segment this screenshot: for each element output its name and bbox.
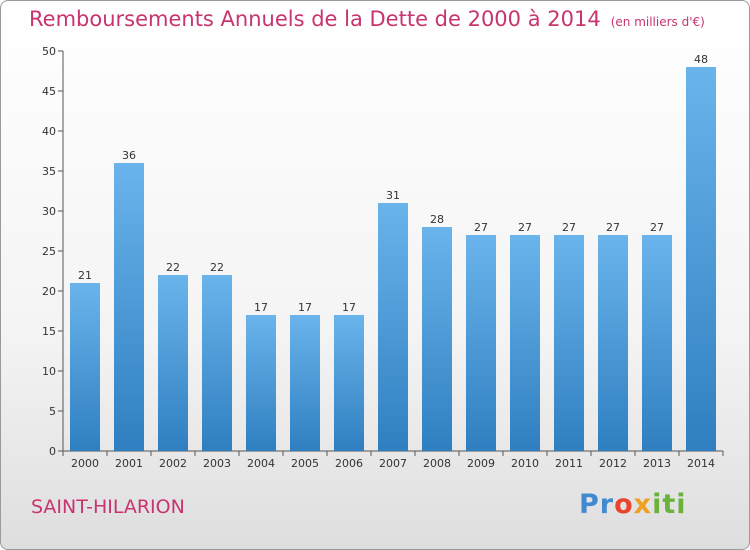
y-tick-label: 25	[42, 245, 56, 258]
x-tick-label-2000: 2000	[71, 457, 99, 470]
chart-axes: 0 5 10 15 20 25 30 35 40 45 50 2000 2001 2002 2003 2004…	[42, 45, 724, 470]
x-tick-label-2005: 2005	[291, 457, 319, 470]
bar-2009	[466, 235, 496, 451]
x-tick-label-2001: 2001	[115, 457, 143, 470]
value-label-2013: 27	[650, 221, 664, 234]
proxiti-logo: Proxiti	[579, 489, 687, 520]
bar-2000	[70, 283, 100, 451]
bar-2003	[202, 275, 232, 451]
x-tick-label-2008: 2008	[423, 457, 451, 470]
value-label-2001: 36	[122, 149, 136, 162]
x-tick-label-2009: 2009	[467, 457, 495, 470]
value-label-2012: 27	[606, 221, 620, 234]
bar-2005	[290, 315, 320, 451]
bar-2013	[642, 235, 672, 451]
y-tick-label: 40	[42, 125, 56, 138]
y-tick-label: 20	[42, 285, 56, 298]
bar-2006	[334, 315, 364, 451]
value-label-2002: 22	[166, 261, 180, 274]
x-tick-label-2007: 2007	[379, 457, 407, 470]
chart-title: Remboursements Annuels de la Dette de 20…	[29, 7, 705, 31]
x-tick-label-2003: 2003	[203, 457, 231, 470]
x-tick-label-2012: 2012	[599, 457, 627, 470]
y-tick-label: 50	[42, 45, 56, 58]
value-label-2008: 28	[430, 213, 444, 226]
y-tick-label: 30	[42, 205, 56, 218]
bar-2004	[246, 315, 276, 451]
y-tick-label: 45	[42, 85, 56, 98]
y-tick-label: 5	[49, 405, 56, 418]
value-label-2010: 27	[518, 221, 532, 234]
title-text: Remboursements Annuels de la Dette de 20…	[29, 7, 601, 31]
y-tick-label: 15	[42, 325, 56, 338]
value-label-2003: 22	[210, 261, 224, 274]
bar-2010	[510, 235, 540, 451]
bar-2012	[598, 235, 628, 451]
x-tick-label-2002: 2002	[159, 457, 187, 470]
value-label-2007: 31	[386, 189, 400, 202]
value-label-2005: 17	[298, 301, 312, 314]
value-label-2009: 27	[474, 221, 488, 234]
bar-2001	[114, 163, 144, 451]
title-unit: (en milliers d'€)	[610, 15, 705, 29]
value-label-2006: 17	[342, 301, 356, 314]
value-label-2004: 17	[254, 301, 268, 314]
y-tick-label: 0	[49, 445, 56, 458]
x-tick-label-2004: 2004	[247, 457, 275, 470]
bar-2011	[554, 235, 584, 451]
y-tick-label: 35	[42, 165, 56, 178]
bar-2002	[158, 275, 188, 451]
bar-2008	[422, 227, 452, 451]
bar-2007	[378, 203, 408, 451]
value-label-2014: 48	[694, 53, 708, 66]
x-tick-label-2011: 2011	[555, 457, 583, 470]
chart-bars: 21 36 22 22 17 17 17 31 28 27 27 27 27 27 48	[70, 53, 716, 451]
x-tick-label-2013: 2013	[643, 457, 671, 470]
value-label-2000: 21	[78, 269, 92, 282]
city-name: SAINT-HILARION	[31, 496, 185, 518]
x-tick-label-2010: 2010	[511, 457, 539, 470]
bar-2014	[686, 67, 716, 451]
x-tick-label-2014: 2014	[687, 457, 715, 470]
value-label-2011: 27	[562, 221, 576, 234]
x-tick-label-2006: 2006	[335, 457, 363, 470]
y-tick-label: 10	[42, 365, 56, 378]
